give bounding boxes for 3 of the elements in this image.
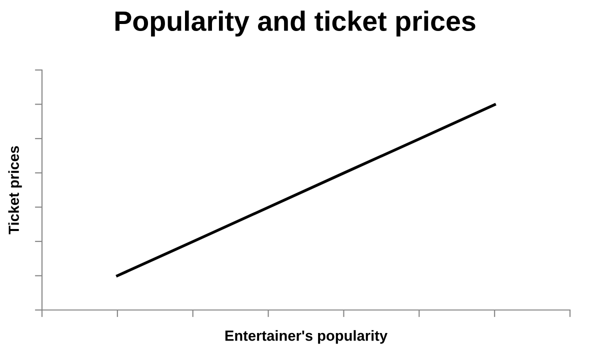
- chart-title: Popularity and ticket prices: [115, 10, 476, 37]
- x-axis-title: Entertainer's popularity: [225, 330, 388, 344]
- y-axis-title: Ticket prices: [8, 146, 22, 234]
